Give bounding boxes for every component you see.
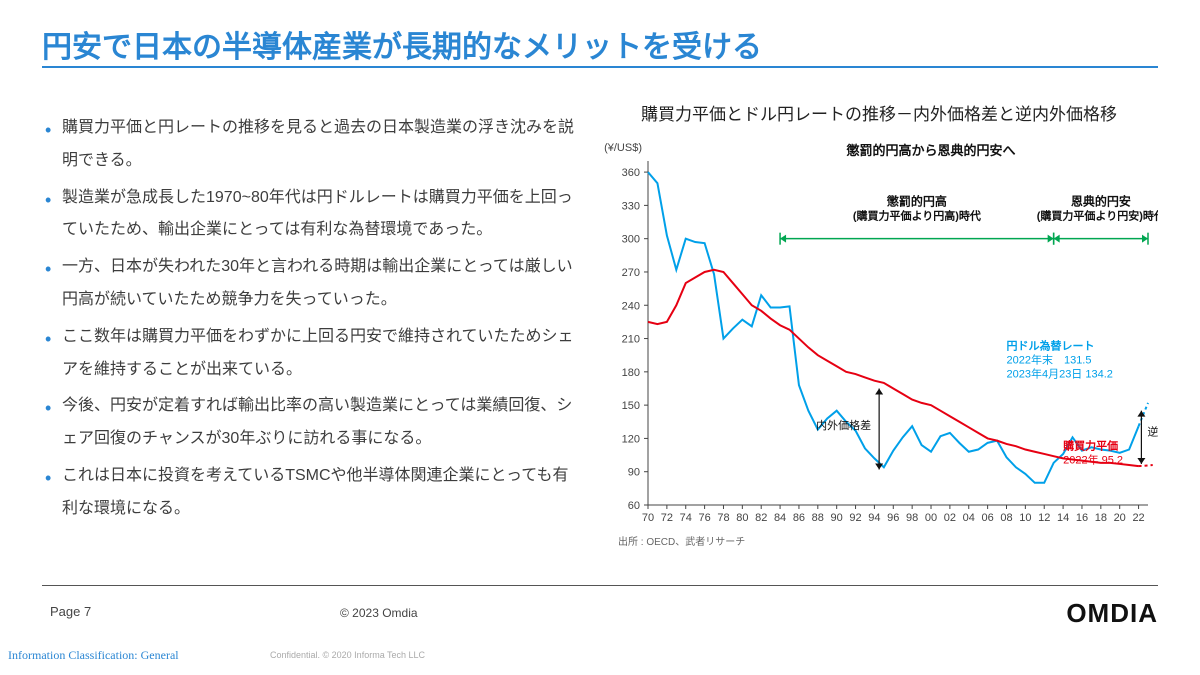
svg-text:80: 80	[736, 512, 748, 524]
svg-text:330: 330	[622, 200, 640, 212]
svg-text:(購買力平価より円安)時代: (購買力平価より円安)時代	[1037, 208, 1158, 222]
svg-text:円ドル為替レート: 円ドル為替レート	[1006, 339, 1094, 353]
svg-text:22: 22	[1132, 512, 1144, 524]
svg-text:120: 120	[622, 433, 640, 445]
svg-text:(購買力平価より円高)時代: (購買力平価より円高)時代	[853, 208, 981, 222]
svg-text:逆内外価格差: 逆内外価格差	[1147, 424, 1158, 438]
svg-text:94: 94	[868, 512, 880, 524]
svg-text:98: 98	[906, 512, 918, 524]
svg-text:90: 90	[628, 467, 640, 479]
bullet-list: 購買力平価と円レートの推移を見ると過去の日本製造業の浮き沈みを説明できる。製造業…	[42, 100, 582, 570]
svg-text:270: 270	[622, 267, 640, 279]
svg-text:02: 02	[944, 512, 956, 524]
svg-text:74: 74	[680, 512, 692, 524]
chart-panel: 購買力平価とドル円レートの推移－内外価格差と逆内外価格移 60 90 120 150 1…	[582, 100, 1158, 570]
slide-title: 円安で日本の半導体産業が長期的なメリットを受ける	[42, 22, 762, 66]
svg-text:04: 04	[963, 512, 975, 524]
svg-text:72: 72	[661, 512, 673, 524]
svg-text:12: 12	[1038, 512, 1050, 524]
bullet-item: 製造業が急成長した1970~80年代は円ドルレートは購買力平価を上回っていたため…	[42, 182, 582, 248]
svg-text:240: 240	[622, 300, 640, 312]
title-underline	[42, 66, 1158, 68]
svg-text:2022年末 131.5: 2022年末 131.5	[1006, 353, 1091, 367]
bullet-item: 一方、日本が失われた30年と言われる時期は輸出企業にとっては厳しい円高が続いてい…	[42, 251, 582, 317]
svg-text:購買力平価: 購買力平価	[1062, 439, 1118, 453]
svg-text:96: 96	[887, 512, 899, 524]
chart: 6090120150180210240270300330360(¥/US$)70…	[600, 133, 1158, 553]
copyright: © 2023 Omdia	[340, 606, 418, 620]
svg-text:84: 84	[774, 512, 786, 524]
svg-text:懲罰的円高から恩典的円安へ: 懲罰的円高から恩典的円安へ	[846, 143, 1016, 158]
svg-text:00: 00	[925, 512, 937, 524]
svg-text:300: 300	[622, 234, 640, 246]
svg-text:92: 92	[849, 512, 861, 524]
svg-text:内外価格差: 内外価格差	[816, 418, 871, 432]
svg-text:150: 150	[622, 400, 640, 412]
svg-text:懲罰的円高: 懲罰的円高	[886, 193, 947, 208]
bullet-item: 今後、円安が定着すれば輸出比率の高い製造業にとっては業績回復、シェア回復のチャン…	[42, 390, 582, 456]
svg-text:76: 76	[698, 512, 710, 524]
svg-text:2023年4月23日 134.2: 2023年4月23日 134.2	[1006, 367, 1112, 381]
svg-text:20: 20	[1114, 512, 1126, 524]
svg-text:18: 18	[1095, 512, 1107, 524]
svg-text:出所 : OECD、武者リサーチ: 出所 : OECD、武者リサーチ	[618, 535, 745, 548]
svg-text:08: 08	[1000, 512, 1012, 524]
svg-text:06: 06	[981, 512, 993, 524]
svg-text:78: 78	[717, 512, 729, 524]
svg-text:10: 10	[1019, 512, 1031, 524]
footer-rule	[42, 585, 1158, 586]
svg-text:180: 180	[622, 367, 640, 379]
confidential-label: Confidential. © 2020 Informa Tech LLC	[270, 650, 425, 660]
bullet-item: 購買力平価と円レートの推移を見ると過去の日本製造業の浮き沈みを説明できる。	[42, 112, 582, 178]
svg-text:90: 90	[831, 512, 843, 524]
svg-text:2022年 95.2: 2022年 95.2	[1063, 453, 1123, 467]
svg-text:14: 14	[1057, 512, 1069, 524]
page-number: Page 7	[50, 604, 91, 619]
svg-text:210: 210	[622, 334, 640, 346]
svg-text:16: 16	[1076, 512, 1088, 524]
svg-text:82: 82	[755, 512, 767, 524]
slide: 円安で日本の半導体産業が長期的なメリットを受ける 購買力平価と円レートの推移を見…	[0, 0, 1200, 675]
svg-text:60: 60	[628, 500, 640, 512]
slide-body: 購買力平価と円レートの推移を見ると過去の日本製造業の浮き沈みを説明できる。製造業…	[42, 100, 1158, 570]
bullet-item: これは日本に投資を考えているTSMCや他半導体関連企業にとっても有利な環境になる…	[42, 460, 582, 526]
bullet-item: ここ数年は購買力平価をわずかに上回る円安で維持されていたためシェアを維持すること…	[42, 321, 582, 387]
svg-text:88: 88	[812, 512, 824, 524]
svg-text:恩典的円安: 恩典的円安	[1071, 193, 1131, 208]
svg-text:86: 86	[793, 512, 805, 524]
svg-text:70: 70	[642, 512, 654, 524]
chart-title: 購買力平価とドル円レートの推移－内外価格差と逆内外価格移	[600, 100, 1158, 125]
svg-text:(¥/US$): (¥/US$)	[604, 142, 642, 154]
svg-text:360: 360	[622, 167, 640, 179]
classification-label: Information Classification: General	[8, 648, 179, 663]
omdia-logo: OMDIA	[1066, 598, 1158, 629]
